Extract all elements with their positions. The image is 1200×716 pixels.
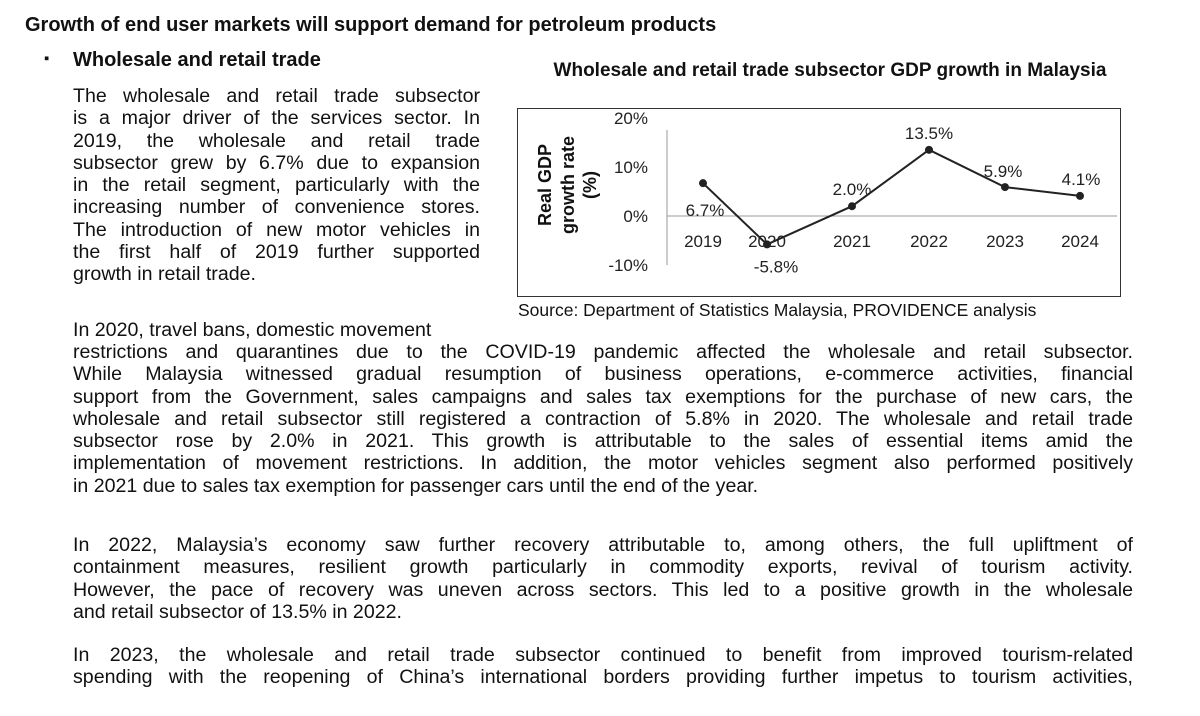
y-axis-label: (%) bbox=[580, 171, 600, 199]
data-point bbox=[925, 145, 933, 154]
text-line: growth in retail trade. bbox=[73, 263, 256, 286]
x-tick-label: 2021 bbox=[833, 232, 871, 251]
data-label: 6.7% bbox=[686, 201, 725, 220]
y-axis-label: growth rate bbox=[558, 136, 578, 234]
bullet-icon: ▪ bbox=[44, 50, 50, 67]
data-label: -5.8% bbox=[754, 257, 798, 276]
chart-title: Wholesale and retail trade subsector GDP… bbox=[553, 60, 1107, 81]
text-line: the first half of 2019 further supported bbox=[73, 241, 480, 264]
paragraph-1: The wholesale and retail trade subsector… bbox=[73, 85, 480, 286]
text-line: increasing number of convenience stores. bbox=[73, 196, 480, 219]
text-line: While Malaysia witnessed gradual resumpt… bbox=[73, 363, 1133, 386]
paragraph-4: In 2023, the wholesale and retail trade … bbox=[73, 644, 1133, 689]
text-line: containment measures, resilient growth p… bbox=[73, 556, 1133, 579]
text-line: The wholesale and retail trade subsector bbox=[73, 85, 480, 107]
text-line: subsector grew by 6.7% due to expansion bbox=[73, 151, 480, 174]
data-label: 4.1% bbox=[1062, 170, 1101, 189]
y-tick-label: 0% bbox=[623, 207, 648, 226]
text-line: support from the Government, sales campa… bbox=[73, 385, 1133, 408]
data-label: 2.0% bbox=[833, 180, 872, 199]
text-line: in 2021 due to sales tax exemption for p… bbox=[73, 474, 759, 497]
paragraph-2: restrictions and quarantines due to the … bbox=[73, 341, 1133, 497]
y-tick-label: 10% bbox=[614, 158, 648, 177]
series-line bbox=[702, 148, 1081, 246]
text-line: wholesale and retail subsector still reg… bbox=[73, 407, 1133, 430]
data-label: 5.9% bbox=[984, 162, 1023, 181]
y-axis-label: Real GDP bbox=[535, 144, 555, 226]
subsection-heading: Wholesale and retail trade bbox=[73, 49, 321, 71]
data-point bbox=[1001, 183, 1009, 192]
data-point bbox=[699, 179, 707, 188]
data-point bbox=[848, 202, 856, 211]
chart-frame bbox=[517, 108, 1121, 297]
text-line: and retail subsector of 13.5% in 2022. bbox=[73, 600, 402, 623]
text-line: in the retail segment, particularly with… bbox=[73, 174, 480, 197]
paragraph-2-first-line: In 2020, travel bans, domestic movement bbox=[73, 319, 432, 341]
text-line: spending with the reopening of China’s i… bbox=[73, 666, 1133, 689]
data-point bbox=[763, 240, 771, 249]
text-line: The introduction of new motor vehicles i… bbox=[73, 218, 480, 241]
text-line: In 2023, the wholesale and retail trade … bbox=[73, 644, 1133, 666]
x-tick-label: 2022 bbox=[910, 232, 948, 251]
x-tick-label: 2024 bbox=[1061, 232, 1099, 251]
text-line: restrictions and quarantines due to the … bbox=[73, 341, 1133, 363]
text-line: implementation of movement restrictions.… bbox=[73, 452, 1133, 475]
text-line: In 2022, Malaysia’s economy saw further … bbox=[73, 534, 1133, 556]
data-label: 13.5% bbox=[905, 124, 953, 143]
x-tick-label: 2023 bbox=[986, 232, 1024, 251]
chart-source: Source: Department of Statistics Malaysi… bbox=[518, 300, 1037, 320]
y-tick-label: -10% bbox=[608, 256, 648, 275]
text-line: However, the pace of recovery was uneven… bbox=[73, 578, 1133, 601]
text-line: subsector rose by 2.0% in 2021. This gro… bbox=[73, 430, 1133, 453]
data-point bbox=[1076, 191, 1084, 200]
section-heading: Growth of end user markets will support … bbox=[25, 14, 717, 36]
text-line: 2019, the wholesale and retail trade bbox=[73, 129, 480, 152]
text-line: is a major driver of the services sector… bbox=[73, 107, 480, 130]
paragraph-3: In 2022, Malaysia’s economy saw further … bbox=[73, 534, 1133, 623]
x-tick-label: 2019 bbox=[684, 232, 722, 251]
y-tick-label: 20% bbox=[614, 109, 648, 128]
